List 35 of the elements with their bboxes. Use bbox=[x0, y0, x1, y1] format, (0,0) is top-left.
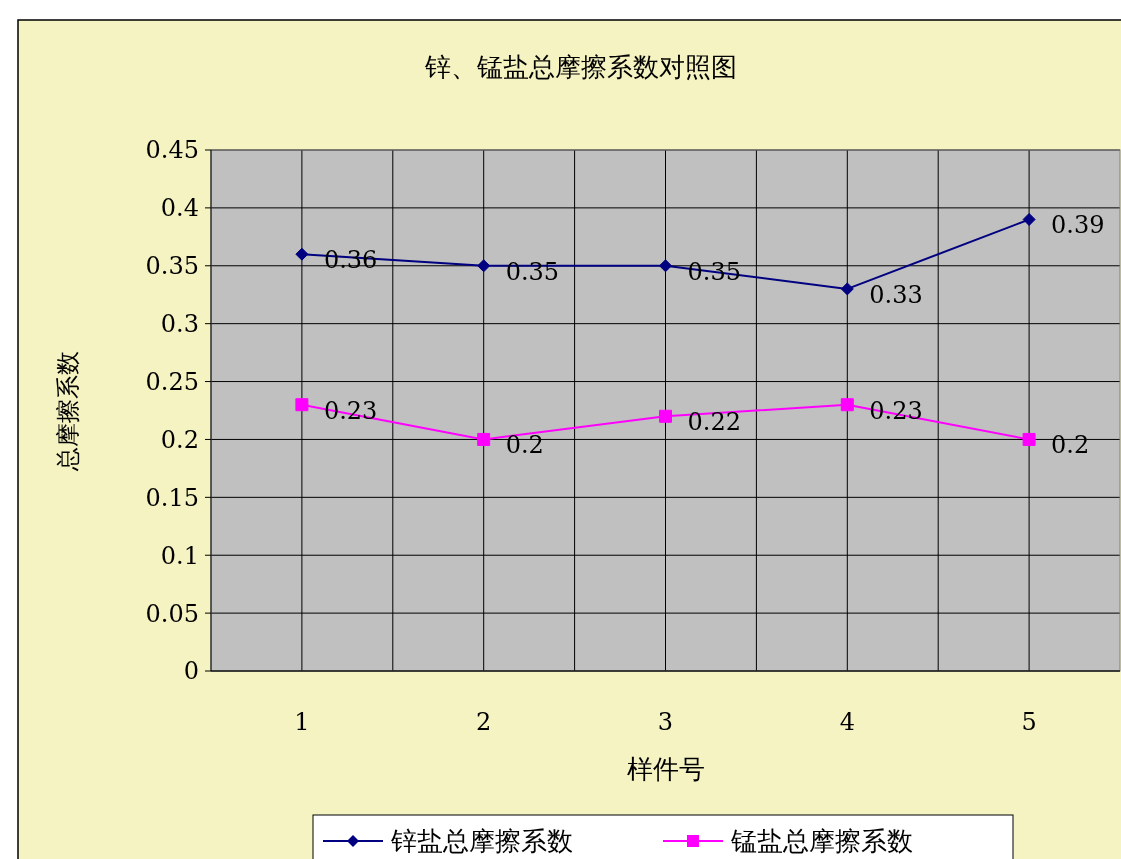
point bbox=[477, 259, 491, 273]
data-label: 0.39 bbox=[1051, 211, 1105, 240]
y-tick-label: 0.25 bbox=[145, 367, 199, 396]
point bbox=[1022, 432, 1036, 446]
point bbox=[840, 398, 854, 412]
point bbox=[477, 432, 491, 446]
y-tick-label: 0 bbox=[183, 657, 199, 686]
x-tick-label: 2 bbox=[476, 708, 492, 736]
point bbox=[840, 282, 854, 296]
x-tick-label: 1 bbox=[294, 708, 310, 736]
data-label: 0.33 bbox=[869, 280, 923, 309]
y-tick-label: 0.35 bbox=[145, 252, 199, 281]
x-tick-label: 5 bbox=[1021, 708, 1037, 736]
data-label: 0.2 bbox=[505, 431, 544, 460]
legend-label: 锌盐总摩擦系数 bbox=[390, 826, 573, 857]
y-tick-label: 0.1 bbox=[160, 541, 199, 570]
data-label: 0.22 bbox=[687, 408, 741, 437]
legend-label: 锰盐总摩擦系数 bbox=[730, 826, 913, 857]
data-label: 0.2 bbox=[1051, 431, 1090, 460]
x-tick-label: 4 bbox=[839, 708, 855, 736]
y-tick-label: 0.2 bbox=[160, 425, 199, 454]
y-tick-label: 0.3 bbox=[160, 310, 199, 339]
x-axis-title: 样件号 bbox=[626, 754, 705, 784]
chart-title: 锌、锰盐总摩擦系数对照图 bbox=[424, 52, 737, 82]
y-tick-label: 0.15 bbox=[145, 483, 199, 512]
point bbox=[295, 398, 309, 412]
y-tick-label: 0.05 bbox=[145, 599, 199, 628]
y-axis-title: 总摩擦系数 bbox=[54, 350, 82, 472]
point bbox=[659, 259, 672, 273]
y-tick-label: 0.4 bbox=[160, 194, 199, 223]
point bbox=[1022, 212, 1036, 226]
y-tick-label: 0.45 bbox=[145, 136, 199, 165]
x-tick-label: 3 bbox=[657, 708, 674, 736]
point bbox=[659, 409, 672, 423]
point bbox=[295, 247, 309, 261]
